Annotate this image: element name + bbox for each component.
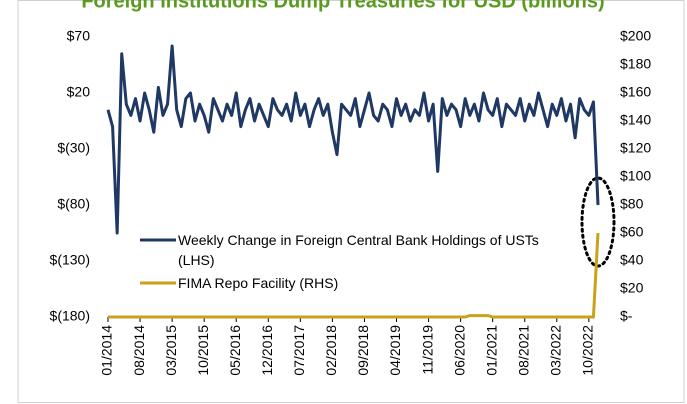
y2-tick-label: $40	[620, 252, 644, 268]
x-tick-label: 11/2019	[419, 325, 435, 375]
x-tick-label: 02/2018	[323, 325, 339, 376]
y2-tick-label: $20	[620, 280, 644, 296]
y-tick-label: $(130)	[50, 252, 90, 268]
chart-border	[17, 0, 685, 403]
x-tick-label: 03/2015	[163, 325, 179, 376]
y2-tick-label: $60	[620, 224, 644, 240]
x-tick-label: 01/2014	[99, 325, 115, 376]
series-line	[108, 232, 600, 319]
y-tick-label: $70	[67, 28, 91, 44]
x-tick-label: 10/2022	[580, 325, 596, 376]
y2-tick-label: $140	[620, 112, 651, 128]
x-tick-label: 05/2016	[227, 325, 243, 376]
x-tick-label: 12/2016	[259, 325, 275, 376]
y-tick-label: $(30)	[57, 140, 90, 156]
y2-tick-label: $-	[620, 308, 633, 324]
x-tick-label: 04/2019	[387, 325, 403, 376]
y2-tick-label: $100	[620, 168, 651, 184]
x-tick-label: 01/2021	[483, 325, 499, 376]
y2-tick-label: $120	[620, 140, 651, 156]
y2-tick-label: $180	[620, 56, 651, 72]
legend-entry: Weekly Change in Foreign Central Bank Ho…	[178, 232, 539, 268]
x-tick-label: 08/2014	[131, 325, 147, 376]
x-tick-label: 03/2022	[547, 325, 563, 376]
series-line	[106, 44, 600, 235]
x-tick-label: 09/2018	[355, 325, 371, 376]
x-tick-label: 10/2015	[195, 325, 211, 376]
y2-tick-label: $160	[620, 84, 651, 100]
y2-tick-label: $80	[620, 196, 644, 212]
legend-entry: FIMA Repo Facility (RHS)	[178, 275, 339, 291]
x-tick-label: 06/2020	[451, 325, 467, 376]
y-tick-label: $(180)	[50, 308, 90, 324]
x-tick-label: 08/2021	[515, 325, 531, 376]
y-tick-label: $(80)	[57, 196, 90, 212]
legend-label: FIMA Repo Facility (RHS)	[178, 275, 339, 291]
legend-label: Weekly Change in Foreign Central Bank Ho…	[178, 232, 539, 268]
chart-title: Foreign Institutions Dump Treasuries for…	[81, 0, 604, 12]
x-tick-label: 07/2017	[291, 325, 307, 376]
y-tick-label: $20	[67, 84, 91, 100]
y2-tick-label: $200	[620, 28, 651, 44]
